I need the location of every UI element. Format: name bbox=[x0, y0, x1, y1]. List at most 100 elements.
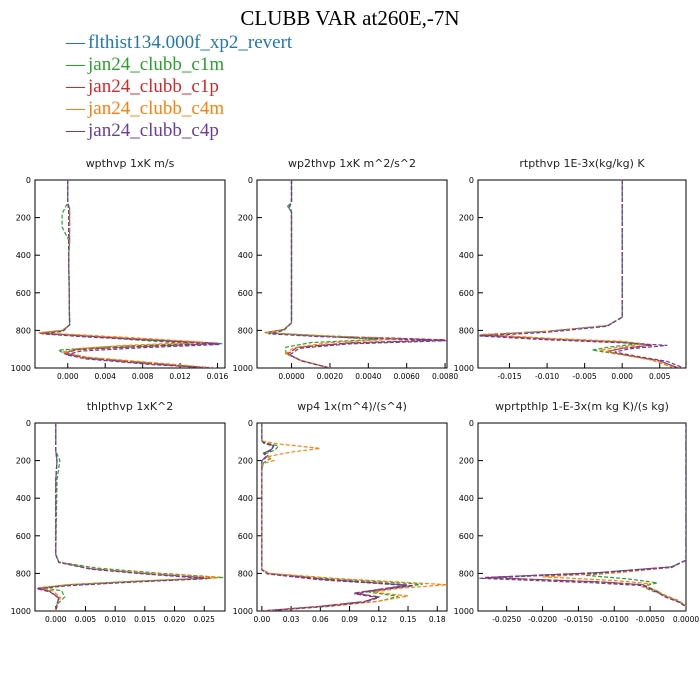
y-tick-label: 1000 bbox=[11, 607, 31, 616]
panel-4: thlpthvp 1xK^2 0 200 400 600 800 1000 0.000 0.00… bbox=[11, 400, 226, 624]
x-tick-label: 0.0080 bbox=[432, 372, 458, 381]
y-tick-label: 600 bbox=[238, 289, 253, 298]
legend-label-1: flthist134.000f_xp2_revert bbox=[88, 32, 293, 53]
panel-title: wprtpthlp 1-E-3x(m kg K)/(s kg) bbox=[495, 400, 669, 413]
panel-6: wprtpthlp 1-E-3x(m kg K)/(s kg) 0 200 400 60… bbox=[454, 400, 700, 624]
series-line-5 bbox=[41, 180, 220, 368]
x-tick-label: 0.0000 bbox=[673, 615, 699, 624]
y-tick-label: 400 bbox=[459, 494, 474, 503]
y-tick-label: 200 bbox=[238, 457, 253, 466]
legend-marker-4: — bbox=[66, 98, 85, 119]
x-tick-label: 0.0020 bbox=[317, 372, 343, 381]
x-tick-label: 0.010 bbox=[104, 615, 126, 624]
series-line-5 bbox=[261, 423, 413, 611]
y-tick-label: 600 bbox=[459, 289, 474, 298]
legend-label-4: jan24_clubb_c4m bbox=[88, 98, 225, 119]
y-tick-label: 1000 bbox=[454, 364, 474, 373]
x-tick-label: 0.012 bbox=[169, 372, 191, 381]
x-tick-label: 0.016 bbox=[207, 372, 229, 381]
series-line-4 bbox=[39, 423, 220, 611]
panel-frame bbox=[256, 179, 448, 369]
panel-3: rtpthvp 1E-3x(kg/kg) K 0 200 400 600 800 1000 -… bbox=[454, 157, 687, 381]
x-tick-label: 0.0060 bbox=[394, 372, 420, 381]
y-tick-label: 200 bbox=[459, 214, 474, 223]
y-tick-label: 1000 bbox=[233, 364, 253, 373]
x-tick-label: 0.0000 bbox=[278, 372, 304, 381]
series-line-1 bbox=[261, 423, 409, 611]
legend-marker-3: — bbox=[66, 76, 85, 97]
y-tick-label: 0 bbox=[248, 176, 253, 185]
x-tick-label: 0.00 bbox=[254, 615, 271, 624]
y-tick-label: 600 bbox=[16, 289, 31, 298]
y-tick-label: 800 bbox=[459, 569, 474, 578]
figure-title: CLUBB VAR at260E,-7N bbox=[240, 6, 460, 30]
series-line-5 bbox=[479, 423, 686, 611]
series-line-5 bbox=[268, 180, 447, 368]
y-tick-label: 400 bbox=[238, 494, 253, 503]
x-tick-label: 0.000 bbox=[57, 372, 79, 381]
y-tick-label: 0 bbox=[26, 176, 31, 185]
panel-1: wpthvp 1xK m/s 0 200 400 600 800 1000 0.000 0.00… bbox=[11, 157, 229, 381]
x-tick-label: 0.15 bbox=[400, 615, 417, 624]
y-tick-label: 800 bbox=[238, 569, 253, 578]
y-tick-label: 0 bbox=[26, 419, 31, 428]
panel-title: wp4 1x(m^4)/(s^4) bbox=[297, 400, 407, 413]
legend-label-3: jan24_clubb_c1p bbox=[88, 76, 219, 97]
series-line-2 bbox=[39, 180, 207, 368]
legend-marker-1: — bbox=[66, 32, 85, 53]
x-tick-label: 0.005 bbox=[75, 615, 97, 624]
y-tick-label: 0 bbox=[469, 419, 474, 428]
legend-marker-5: — bbox=[66, 120, 85, 141]
legend-item-2: — jan24_clubb_c1m bbox=[66, 54, 292, 76]
y-tick-label: 400 bbox=[16, 494, 31, 503]
x-tick-label: 0.020 bbox=[164, 615, 186, 624]
panel-2: wp2thvp 1xK m^2/s^2 0 200 400 600 800 1000 0.00… bbox=[233, 157, 459, 381]
legend-item-3: — jan24_clubb_c1p bbox=[66, 76, 292, 98]
series-line-5 bbox=[479, 180, 684, 368]
legend-item-4: — jan24_clubb_c4m bbox=[66, 98, 292, 120]
panel-frame bbox=[256, 422, 448, 612]
x-tick-label: 0.12 bbox=[370, 615, 387, 624]
y-tick-label: 0 bbox=[469, 176, 474, 185]
y-tick-label: 800 bbox=[459, 326, 474, 335]
series-line-2 bbox=[43, 423, 224, 611]
panel-title: wp2thvp 1xK m^2/s^2 bbox=[288, 157, 416, 170]
x-tick-label: 0.0040 bbox=[355, 372, 381, 381]
x-tick-label: -0.0100 bbox=[600, 615, 629, 624]
series-line-4 bbox=[264, 180, 400, 368]
series-line-5 bbox=[36, 423, 208, 611]
x-tick-label: -0.0200 bbox=[528, 615, 557, 624]
panel-title: rtpthvp 1E-3x(kg/kg) K bbox=[519, 157, 645, 170]
x-tick-label: -0.0050 bbox=[636, 615, 665, 624]
panel-title: thlpthvp 1xK^2 bbox=[87, 400, 174, 413]
panel-frame bbox=[477, 179, 687, 369]
legend-item-5: — jan24_clubb_c4p bbox=[66, 120, 292, 142]
panel-title: wpthvp 1xK m/s bbox=[86, 157, 175, 170]
series-line-2 bbox=[585, 423, 686, 611]
x-tick-label: 0.004 bbox=[94, 372, 116, 381]
series-line-4 bbox=[483, 180, 675, 368]
x-tick-label: -0.010 bbox=[535, 372, 559, 381]
y-tick-label: 200 bbox=[16, 214, 31, 223]
legend-label-5: jan24_clubb_c4p bbox=[88, 120, 219, 141]
series-line-4 bbox=[261, 423, 447, 611]
y-tick-label: 400 bbox=[238, 251, 253, 260]
x-tick-label: 0.18 bbox=[429, 615, 446, 624]
series-line-2 bbox=[261, 423, 423, 611]
legend-item-1: — flthist134.000f_xp2_revert bbox=[66, 32, 292, 54]
y-tick-label: 400 bbox=[459, 251, 474, 260]
legend: — flthist134.000f_xp2_revert — jan24_clubb… bbox=[66, 32, 292, 142]
x-tick-label: 0.008 bbox=[132, 372, 154, 381]
x-tick-label: 0.000 bbox=[611, 372, 633, 381]
x-tick-label: -0.0250 bbox=[492, 615, 521, 624]
series-line-4 bbox=[38, 180, 216, 368]
y-tick-label: 800 bbox=[238, 326, 253, 335]
x-tick-label: -0.0150 bbox=[564, 615, 593, 624]
y-tick-label: 200 bbox=[16, 457, 31, 466]
legend-label-2: jan24_clubb_c1m bbox=[88, 54, 225, 75]
legend-marker-2: — bbox=[66, 54, 85, 75]
y-tick-label: 0 bbox=[248, 419, 253, 428]
series-line-3 bbox=[261, 423, 409, 611]
